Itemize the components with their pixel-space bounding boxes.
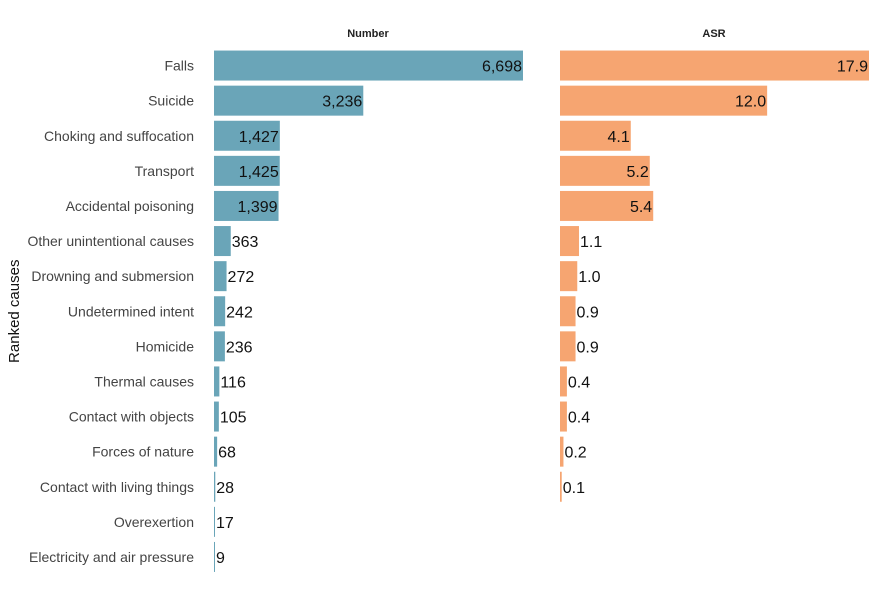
asr-value-label-falls: 17.9 [837,59,868,76]
number-bar-contact-with-living-things [214,471,216,502]
asr-bar-forces-of-nature [560,436,564,467]
asr-bar-thermal-causes [560,366,567,397]
category-labels: Falls Suicide Choking and suffocation Trans… [27,58,194,565]
panel-title-asr: ASR [702,28,725,40]
category-label-falls: Falls [164,58,194,74]
asr-value-label-transport: 5.2 [627,164,649,181]
number-value-label-overexertion: 17 [216,515,234,532]
asr-value-label-drowning-and-submersion: 1.0 [578,269,600,286]
category-label-drowning-and-submersion: Drowning and submersion [31,268,194,284]
y-axis-label: Ranked causes [6,260,23,363]
number-bar-accidental-poisoning [214,190,279,221]
number-bar-other-unintentional-causes [214,226,231,257]
asr-bar-transport [560,155,650,186]
asr-bar-contact-with-living-things [560,471,562,502]
asr-bar-homicide [560,331,576,362]
asr-bars: 17.9 12.0 4.1 5.2 5.4 1.1 1.0 0.9 0.9 0.4 0.4 0.2 0.… [560,50,869,502]
category-label-contact-with-objects: Contact with objects [69,409,194,425]
number-value-label-accidental-poisoning: 1,399 [237,199,277,216]
number-bar-homicide [214,331,225,362]
asr-bar-contact-with-objects [560,401,567,432]
number-bar-contact-with-objects [214,401,219,432]
asr-bar-choking-and-suffocation [560,120,631,151]
number-value-label-suicide: 3,236 [322,94,362,111]
asr-value-label-other-unintentional-causes: 1.1 [580,234,602,251]
asr-value-label-suicide: 12.0 [735,94,766,111]
asr-value-label-undetermined-intent: 0.9 [577,304,599,321]
number-value-label-electricity-and-air-pressure: 9 [216,550,225,567]
asr-bar-undetermined-intent [560,296,576,327]
asr-bar-other-unintentional-causes [560,226,579,257]
asr-value-label-homicide: 0.9 [577,339,599,356]
category-label-contact-with-living-things: Contact with living things [40,479,194,495]
category-label-choking-and-suffocation: Choking and suffocation [44,128,194,144]
category-label-electricity-and-air-pressure: Electricity and air pressure [29,549,194,565]
number-value-label-contact-with-objects: 105 [220,410,247,427]
number-bar-thermal-causes [214,366,220,397]
category-label-other-unintentional-causes: Other unintentional causes [27,233,194,249]
number-bar-transport [214,155,280,186]
category-label-transport: Transport [135,163,195,179]
panel-title-number: Number [347,28,389,40]
number-bar-electricity-and-air-pressure [214,541,215,572]
number-bar-forces-of-nature [214,436,218,467]
number-value-label-homicide: 236 [226,339,253,356]
number-value-label-drowning-and-submersion: 272 [228,269,255,286]
number-value-label-forces-of-nature: 68 [218,445,236,462]
asr-value-label-choking-and-suffocation: 4.1 [608,129,630,146]
asr-bar-accidental-poisoning [560,190,654,221]
category-label-homicide: Homicide [136,338,195,354]
category-label-thermal-causes: Thermal causes [94,373,194,389]
number-value-label-contact-with-living-things: 28 [216,480,234,497]
asr-bar-drowning-and-submersion [560,261,578,292]
number-bar-choking-and-suffocation [214,120,280,151]
number-value-label-choking-and-suffocation: 1,427 [239,129,279,146]
number-bar-undetermined-intent [214,296,226,327]
category-label-forces-of-nature: Forces of nature [92,444,194,460]
asr-value-label-contact-with-living-things: 0.1 [563,480,585,497]
number-bar-drowning-and-submersion [214,261,227,292]
number-value-label-transport: 1,425 [239,164,279,181]
number-bar-overexertion [214,506,215,537]
number-bar-falls [214,50,523,81]
asr-bar-suicide [560,85,768,116]
category-label-undetermined-intent: Undetermined intent [68,303,194,319]
number-value-label-thermal-causes: 116 [220,374,246,391]
number-bars: 6,698 3,236 1,427 1,425 1,399 363 272 242 236 116… [214,50,523,572]
asr-value-label-accidental-poisoning: 5.4 [630,199,652,216]
category-label-overexertion: Overexertion [114,514,194,530]
number-value-label-undetermined-intent: 242 [226,304,253,321]
asr-value-label-contact-with-objects: 0.4 [568,410,590,427]
number-bar-suicide [214,85,364,116]
asr-value-label-forces-of-nature: 0.2 [564,445,586,462]
asr-bar-falls [560,50,869,81]
number-value-label-falls: 6,698 [482,59,522,76]
category-label-accidental-poisoning: Accidental poisoning [66,198,194,214]
asr-value-label-thermal-causes: 0.4 [568,374,590,391]
number-value-label-other-unintentional-causes: 363 [232,234,259,251]
category-label-suicide: Suicide [148,93,194,109]
